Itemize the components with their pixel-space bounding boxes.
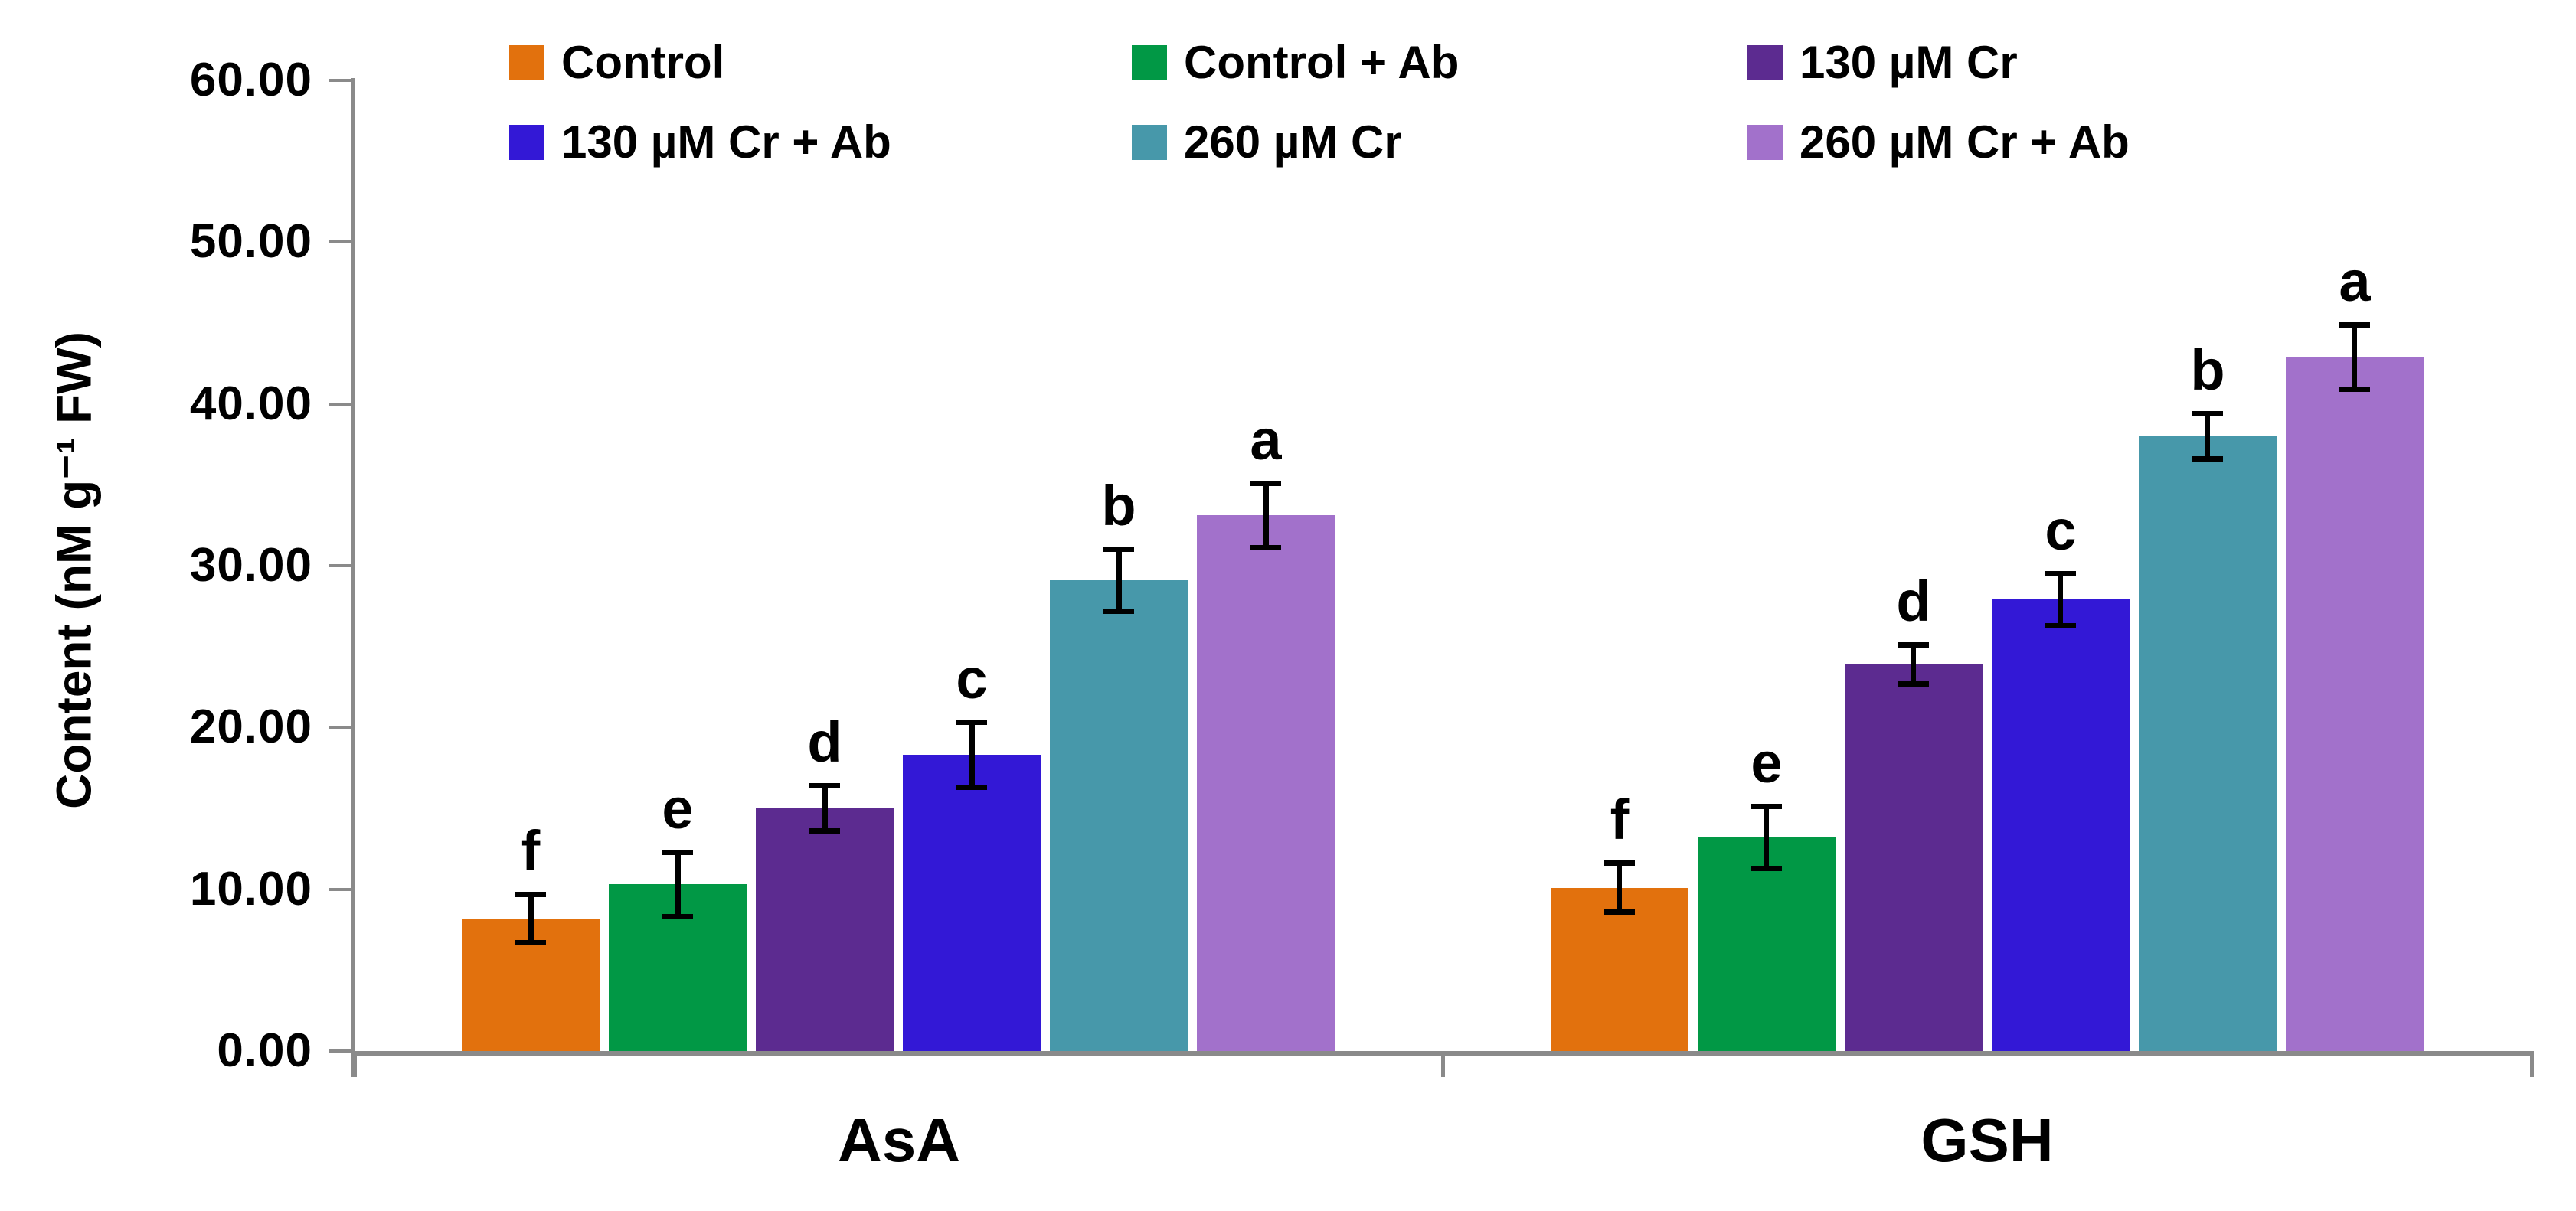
- significance-letter-130-um-cr-ab-asa: c: [956, 647, 988, 710]
- error-bar-cap-bottom: [2045, 623, 2076, 628]
- significance-letter-130-um-cr-asa: d: [807, 710, 842, 774]
- bar-130-um-cr-ab-asa: [903, 755, 1041, 1051]
- error-bar-cap-top: [662, 850, 693, 855]
- bar-130-um-cr-ab-gsh: [1992, 599, 2130, 1051]
- y-axis-tick: [329, 888, 351, 891]
- error-bar-cap-top: [809, 783, 840, 788]
- error-bar-130-um-cr-ab-asa: [969, 723, 975, 788]
- legend-label-control-ab: Control + Ab: [1184, 37, 1460, 88]
- y-axis-tick-label: 40.00: [189, 377, 312, 430]
- significance-letter-260-um-cr-asa: b: [1101, 474, 1136, 537]
- error-bar-130-um-cr-asa: [822, 785, 828, 831]
- x-axis-tick: [353, 1051, 357, 1077]
- error-bar-260-um-cr-gsh: [2205, 413, 2210, 459]
- legend-swatch-260-um-cr-ab: [1747, 125, 1783, 160]
- error-bar-cap-bottom: [1250, 545, 1281, 550]
- error-bar-130-um-cr-gsh: [1911, 645, 1916, 684]
- significance-letter-260-um-cr-ab-gsh: a: [2339, 250, 2371, 313]
- y-axis-tick-label: 20.00: [189, 700, 312, 753]
- legend-swatch-130-um-cr: [1747, 45, 1783, 80]
- legend-item-control: Control: [509, 37, 725, 88]
- legend-item-260-um-cr-ab: 260 µM Cr + Ab: [1747, 116, 2130, 168]
- significance-letter-260-um-cr-ab-asa: a: [1250, 408, 1282, 472]
- error-bar-cap-bottom: [956, 785, 987, 790]
- significance-letter-control-ab-gsh: e: [1751, 731, 1783, 795]
- bar-260-um-cr-ab-gsh: [2286, 357, 2424, 1051]
- y-axis-tick-label: 10.00: [189, 863, 312, 916]
- error-bar-cap-bottom: [515, 940, 546, 945]
- y-axis-line: [351, 78, 355, 1077]
- significance-letter-control-asa: f: [521, 819, 541, 883]
- y-axis-tick-label: 50.00: [189, 215, 312, 268]
- error-bar-cap-bottom: [1103, 609, 1134, 614]
- error-bar-control-ab-asa: [675, 852, 681, 917]
- significance-letter-130-um-cr-gsh: d: [1896, 570, 1931, 633]
- error-bar-cap-bottom: [1898, 681, 1929, 687]
- bar-260-um-cr-ab-asa: [1197, 515, 1335, 1051]
- error-bar-cap-top: [2339, 322, 2370, 328]
- error-bar-260-um-cr-ab-asa: [1263, 483, 1269, 548]
- legend-label-130-um-cr: 130 µM Cr: [1800, 37, 2018, 88]
- x-axis-tick: [2530, 1051, 2534, 1077]
- legend-item-130-um-cr-ab: 130 µM Cr + Ab: [509, 116, 891, 168]
- y-axis-tick: [329, 403, 351, 406]
- y-axis-tick: [329, 240, 351, 243]
- legend-swatch-260-um-cr: [1132, 125, 1167, 160]
- error-bar-cap-bottom: [662, 914, 693, 919]
- bar-control-gsh: [1551, 888, 1688, 1051]
- significance-letter-control-ab-asa: e: [662, 777, 694, 841]
- legend-label-260-um-cr: 260 µM Cr: [1184, 116, 1402, 168]
- error-bar-cap-top: [956, 720, 987, 725]
- error-bar-cap-top: [515, 892, 546, 897]
- error-bar-cap-bottom: [809, 828, 840, 834]
- significance-letter-260-um-cr-gsh: b: [2190, 338, 2225, 402]
- error-bar-cap-top: [1604, 860, 1635, 866]
- x-axis-label-gsh: GSH: [1921, 1106, 2054, 1174]
- legend-swatch-control: [509, 45, 544, 80]
- error-bar-cap-top: [1250, 481, 1281, 486]
- y-axis-tick: [329, 79, 351, 82]
- error-bar-control-ab-gsh: [1764, 807, 1769, 868]
- error-bar-cap-top: [1103, 547, 1134, 552]
- error-bar-260-um-cr-asa: [1116, 550, 1122, 611]
- y-axis-tick-label: 0.00: [217, 1024, 312, 1077]
- bar-130-um-cr-asa: [756, 808, 894, 1051]
- significance-letter-control-gsh: f: [1610, 788, 1630, 851]
- bar-control-ab-gsh: [1698, 837, 1836, 1051]
- x-axis-label-asa: AsA: [837, 1106, 961, 1174]
- error-bar-cap-top: [1751, 804, 1782, 809]
- legend-item-control-ab: Control + Ab: [1132, 37, 1460, 88]
- x-axis-tick: [1441, 1051, 1445, 1077]
- bar-260-um-cr-asa: [1050, 580, 1188, 1051]
- y-axis-tick-label: 30.00: [189, 539, 312, 592]
- bar-130-um-cr-gsh: [1845, 664, 1983, 1051]
- error-bar-130-um-cr-ab-gsh: [2058, 574, 2063, 626]
- y-axis-tick: [329, 726, 351, 729]
- error-bar-cap-bottom: [2339, 387, 2370, 392]
- error-bar-cap-bottom: [1751, 866, 1782, 871]
- error-bar-control-asa: [528, 894, 534, 942]
- legend-item-130-um-cr: 130 µM Cr: [1747, 37, 2018, 88]
- error-bar-cap-top: [2192, 411, 2223, 416]
- y-axis-tick: [329, 564, 351, 567]
- bar-260-um-cr-gsh: [2139, 436, 2277, 1051]
- legend-swatch-control-ab: [1132, 45, 1167, 80]
- significance-letter-130-um-cr-ab-gsh: c: [2045, 498, 2077, 562]
- error-bar-260-um-cr-ab-gsh: [2352, 325, 2357, 390]
- error-bar-cap-top: [1898, 642, 1929, 648]
- legend-item-260-um-cr: 260 µM Cr: [1132, 116, 1402, 168]
- legend-label-260-um-cr-ab: 260 µM Cr + Ab: [1800, 116, 2130, 168]
- legend-swatch-130-um-cr-ab: [509, 125, 544, 160]
- error-bar-cap-bottom: [1604, 909, 1635, 915]
- y-axis-tick: [329, 1049, 351, 1053]
- error-bar-cap-top: [2045, 571, 2076, 576]
- legend-label-control: Control: [561, 37, 725, 88]
- error-bar-cap-bottom: [2192, 456, 2223, 462]
- y-axis-tick-label: 60.00: [189, 54, 312, 106]
- error-bar-control-gsh: [1617, 863, 1622, 912]
- legend-label-130-um-cr-ab: 130 µM Cr + Ab: [561, 116, 891, 168]
